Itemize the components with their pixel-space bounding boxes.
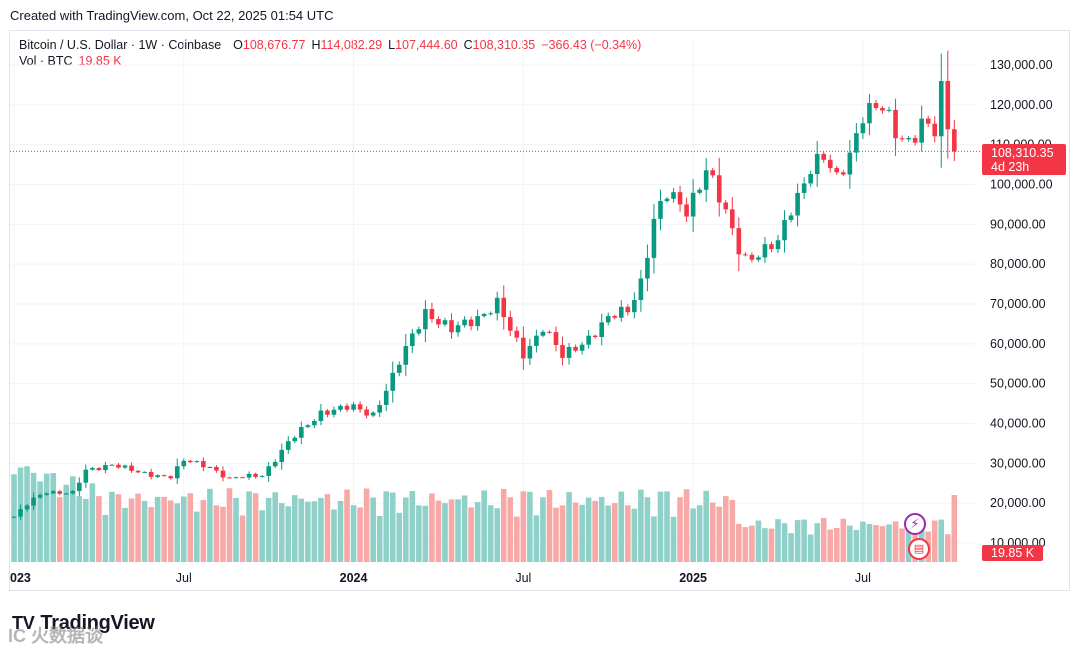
- last-volume-tag: 19.85 K: [982, 545, 1043, 561]
- volume-label[interactable]: Vol · BTC: [19, 54, 73, 68]
- high-label: H: [311, 38, 321, 52]
- low-value: 107,444.60: [395, 38, 458, 52]
- source-watermark: IC 火数据谈: [8, 626, 104, 646]
- last-price-value: 108,310.35: [991, 146, 1054, 160]
- high-value: 114,082.29: [320, 38, 383, 52]
- tradingview-wordmark: TradingView: [40, 612, 155, 634]
- chart-legend: Bitcoin / U.S. Dollar · 1W · Coinbase O1…: [19, 37, 641, 69]
- bar-countdown: 4d 23h: [991, 160, 1030, 174]
- tradingview-mark-icon: TV: [12, 613, 35, 633]
- close-label: C: [463, 38, 473, 52]
- lightning-event-icon[interactable]: ⚡: [904, 513, 926, 535]
- low-label: L: [388, 38, 396, 52]
- close-value: 108,310.35: [472, 38, 536, 52]
- open-value: 108,676.77: [242, 38, 306, 52]
- symbol-label[interactable]: Bitcoin / U.S. Dollar · 1W · Coinbase: [19, 38, 222, 52]
- change-value: −366.43 (−0.34%): [541, 38, 642, 52]
- us-flag-event-icon[interactable]: ▤: [908, 538, 930, 560]
- tradingview-logo[interactable]: TV TradingView: [12, 612, 155, 635]
- chart-caption: Created with TradingView.com, Oct 22, 20…: [10, 8, 334, 23]
- chart-frame: [9, 30, 1070, 591]
- volume-value: 19.85 K: [78, 54, 122, 68]
- last-price-tag: 108,310.35 4d 23h: [982, 144, 1066, 175]
- open-label: O: [233, 38, 243, 52]
